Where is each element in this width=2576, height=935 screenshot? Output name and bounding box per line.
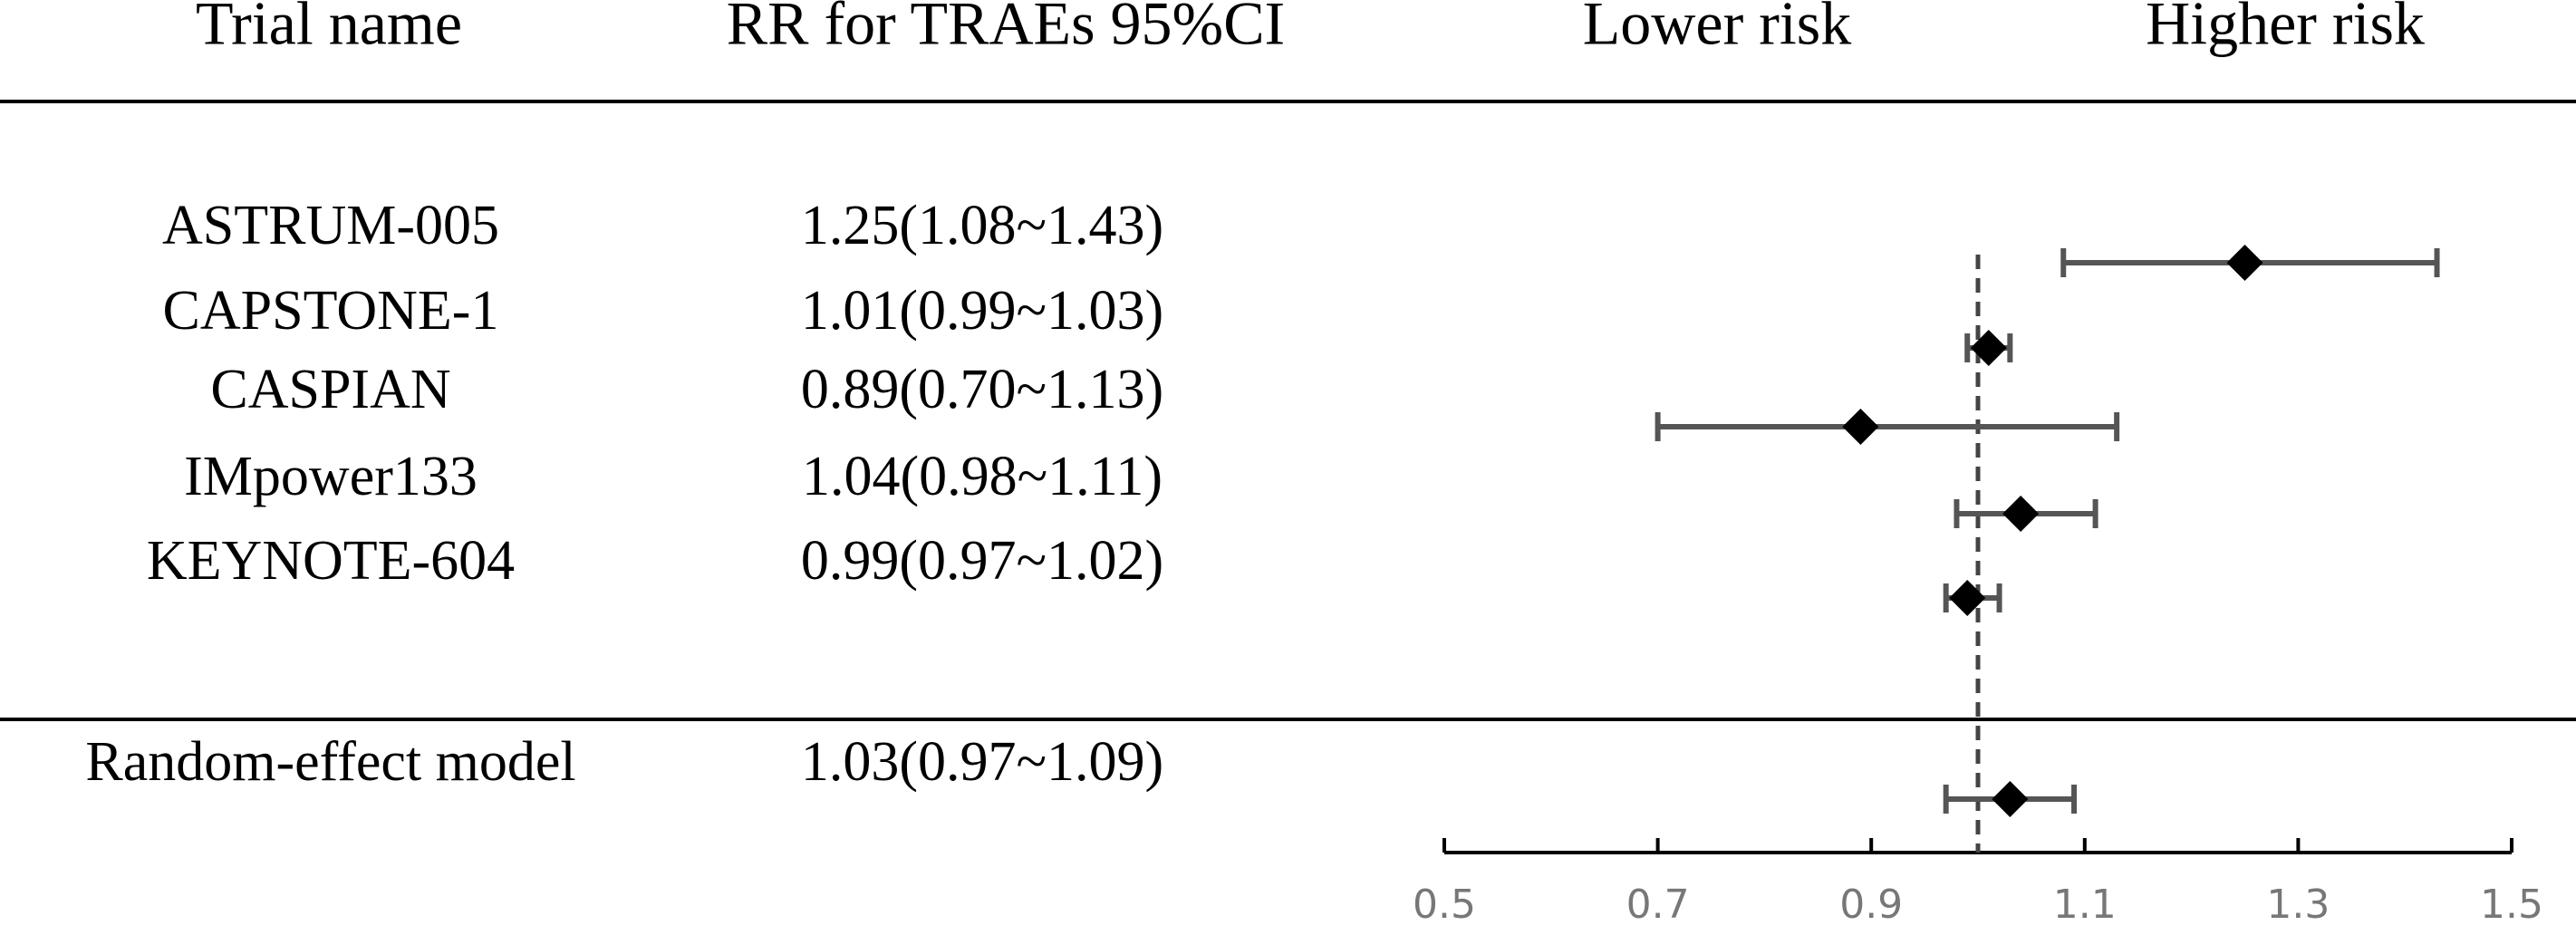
trial-name: CASPIAN <box>210 359 450 420</box>
estimate-marker <box>1842 409 1879 445</box>
x-tick-label: 0.7 <box>1626 882 1690 928</box>
estimate-marker <box>2226 245 2263 281</box>
estimate-marker <box>2002 496 2040 532</box>
trial-estimate-label: 1.04(0.98~1.11) <box>802 446 1163 507</box>
trial-name: ASTRUM-005 <box>162 195 499 256</box>
x-tick-label: 1.5 <box>2480 882 2543 928</box>
x-tick-label: 0.5 <box>1413 882 1476 928</box>
header: Higher risk <box>2146 0 2425 58</box>
header: Trial name <box>196 0 462 58</box>
trial-name: KEYNOTE-604 <box>147 530 515 592</box>
header: Lower risk <box>1583 0 1851 58</box>
summary-name: Random-effect model <box>85 731 575 793</box>
trial-estimate-label: 0.99(0.97~1.02) <box>801 530 1163 592</box>
trial-estimate-label: 1.01(0.99~1.03) <box>801 280 1163 342</box>
estimate-marker <box>1970 330 2007 366</box>
x-tick-label: 1.1 <box>2053 882 2117 928</box>
trial-estimate-label: 1.25(1.08~1.43) <box>801 195 1163 256</box>
estimate-marker <box>1992 781 2029 817</box>
trial-name: CAPSTONE-1 <box>163 280 499 342</box>
summary-estimate-label: 1.03(0.97~1.09) <box>801 731 1163 793</box>
x-tick-label: 1.3 <box>2266 882 2330 928</box>
trial-estimate-label: 0.89(0.70~1.13) <box>801 359 1163 420</box>
estimate-marker <box>1949 580 1986 616</box>
trial-name: IMpower133 <box>184 446 478 507</box>
x-tick-label: 0.9 <box>1839 882 1903 928</box>
header: RR for TRAEs 95%CI <box>727 0 1285 58</box>
